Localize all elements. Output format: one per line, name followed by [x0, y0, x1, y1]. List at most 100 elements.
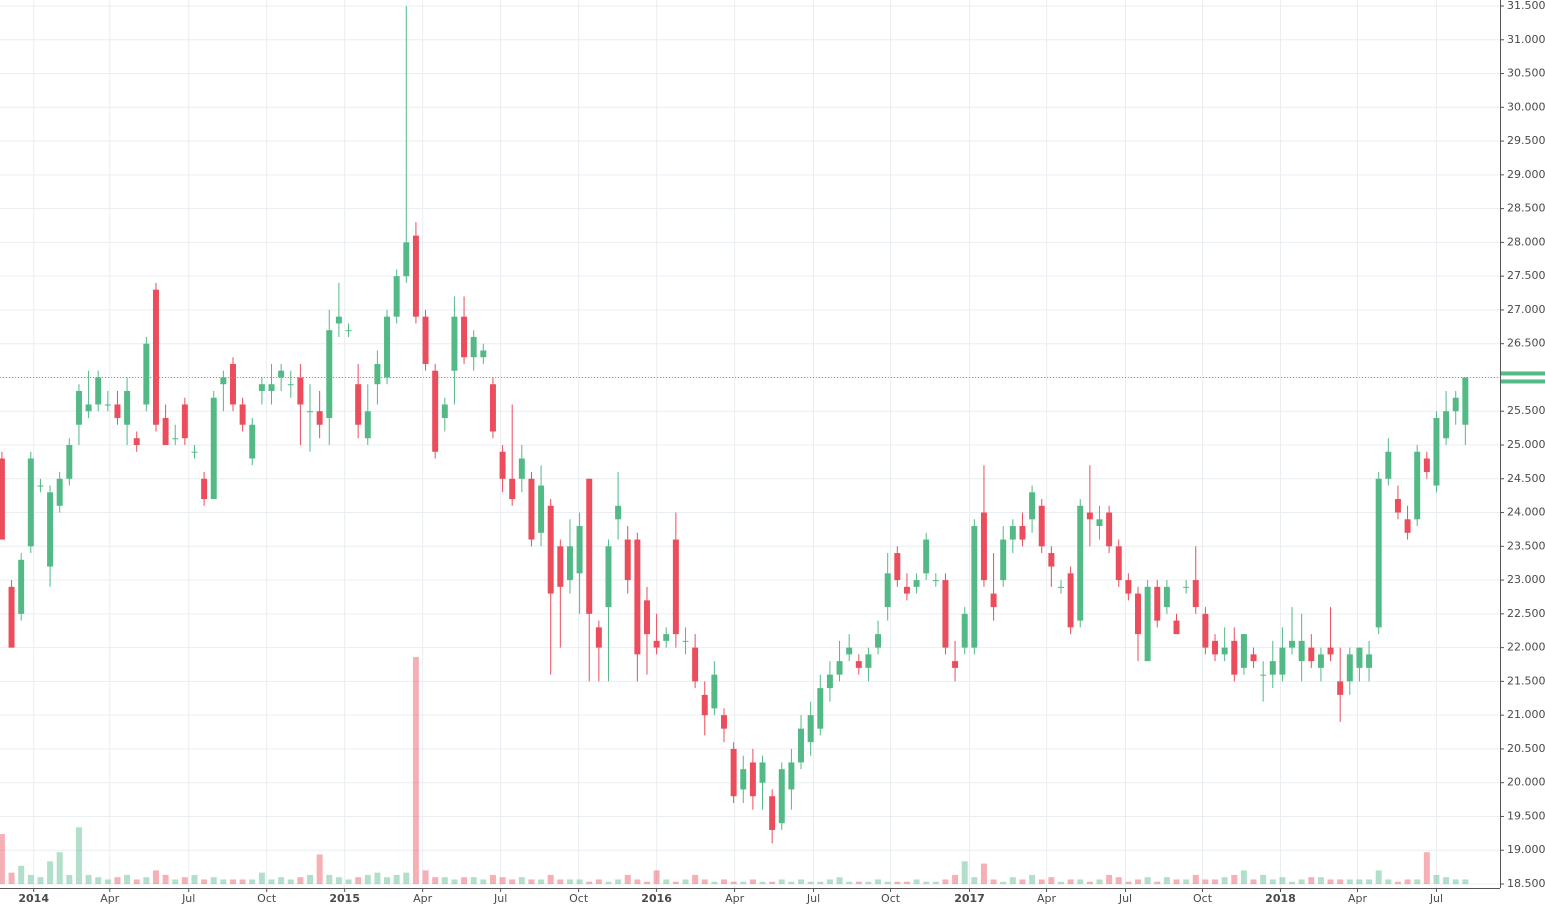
candle-body [1375, 478, 1382, 628]
volume-bar [1000, 881, 1007, 884]
volume-bar [778, 879, 785, 884]
volume-bar [1269, 879, 1276, 884]
volume-bar [1289, 881, 1296, 884]
volume-bar [624, 874, 631, 884]
candle-body [624, 539, 631, 581]
volume-bar [1356, 879, 1363, 884]
candle-body [499, 451, 506, 479]
candle-body [1317, 654, 1324, 668]
volume-bar [1038, 879, 1045, 884]
candle-body [1038, 505, 1045, 547]
volume-bar [1240, 870, 1247, 884]
volume-bar [980, 863, 987, 884]
volume-bar [210, 877, 217, 884]
volume-bar [586, 881, 593, 884]
volume-bar [663, 879, 670, 884]
candle-body [480, 350, 487, 358]
volume-bar [18, 865, 25, 884]
volume-bar [220, 879, 227, 884]
volume-bar [1163, 877, 1170, 884]
volume-bar [826, 879, 833, 884]
volume-bar [1308, 877, 1315, 884]
candle-body [865, 654, 872, 668]
volume-bar [461, 877, 468, 884]
candle-body [653, 640, 660, 648]
volume-bar [374, 872, 381, 884]
volume-bar [85, 874, 92, 884]
x-tick-label: Jul [806, 892, 820, 905]
candle-body [95, 377, 102, 405]
candle-body [1298, 640, 1305, 662]
x-tick-label: Oct [257, 892, 277, 905]
y-tick-label: 20.000 [1507, 776, 1545, 789]
volume-bar [557, 879, 564, 884]
candle-body [1048, 553, 1055, 567]
volume-bar [1366, 879, 1373, 884]
volume-bar [451, 879, 458, 884]
volume-bar [1077, 879, 1084, 884]
x-tick-label: 2015 [329, 892, 360, 905]
volume-bar [412, 657, 419, 884]
volume-bar [1337, 879, 1344, 884]
x-tick-label: Apr [413, 892, 433, 905]
volume-bar [66, 874, 73, 884]
candle-body [37, 485, 44, 487]
volume-bar [615, 879, 622, 884]
volume-bar [1057, 881, 1064, 884]
candle-body [913, 580, 920, 587]
volume-bar [470, 877, 477, 884]
candle-body [721, 715, 727, 729]
candle-body [1057, 586, 1064, 588]
candle-body [1452, 397, 1459, 412]
volume-bar [653, 870, 660, 884]
volume-bar [1250, 879, 1257, 884]
volume-bar [287, 879, 294, 884]
volume-bar [1183, 879, 1190, 884]
candle-body [1346, 654, 1353, 682]
candle-body [287, 384, 294, 386]
volume-bar [268, 879, 275, 884]
y-tick-label: 25.000 [1507, 438, 1545, 451]
candle-body [374, 363, 381, 385]
candle-body [335, 316, 342, 324]
volume-bar [1154, 881, 1161, 884]
candle-body [1433, 417, 1440, 486]
y-tick-label: 31.500 [1507, 0, 1545, 12]
candle-body [971, 526, 978, 648]
x-tick-label: Jul [1429, 892, 1443, 905]
volume-bar [961, 861, 968, 884]
volume-bar [152, 870, 159, 884]
candle-body [56, 478, 63, 506]
candle-body [1135, 593, 1141, 635]
y-tick-label: 29.000 [1507, 168, 1545, 181]
x-tick-label: Oct [569, 892, 589, 905]
candle-body [807, 715, 814, 743]
volume-bar [278, 877, 285, 884]
candle-body [759, 762, 766, 783]
candle-body [230, 363, 236, 405]
volume-bar [855, 881, 862, 884]
volume-bar [249, 879, 256, 884]
volume-bar [104, 879, 111, 884]
candle-body [1154, 586, 1161, 621]
volume-bar [1462, 879, 1469, 884]
x-tick-label: 2017 [954, 892, 985, 905]
candle-body [258, 384, 265, 391]
candle-body [980, 512, 987, 581]
x-tick-label: 2014 [18, 892, 49, 905]
volume-bar [326, 874, 333, 884]
volume-bar [875, 879, 882, 884]
y-tick-label: 21.500 [1507, 674, 1545, 687]
volume-bar [47, 861, 54, 884]
volume-bar [759, 881, 766, 884]
candle-body [66, 445, 73, 479]
candle-body [1202, 613, 1209, 648]
candle-body [239, 404, 246, 425]
candle-body [894, 553, 901, 581]
volume-bar [1404, 879, 1411, 884]
candle-body [615, 505, 622, 520]
candle-body [682, 640, 689, 642]
x-tick-label: Apr [1348, 892, 1368, 905]
volume-bar [95, 877, 102, 884]
x-tick-label: Jul [181, 892, 195, 905]
